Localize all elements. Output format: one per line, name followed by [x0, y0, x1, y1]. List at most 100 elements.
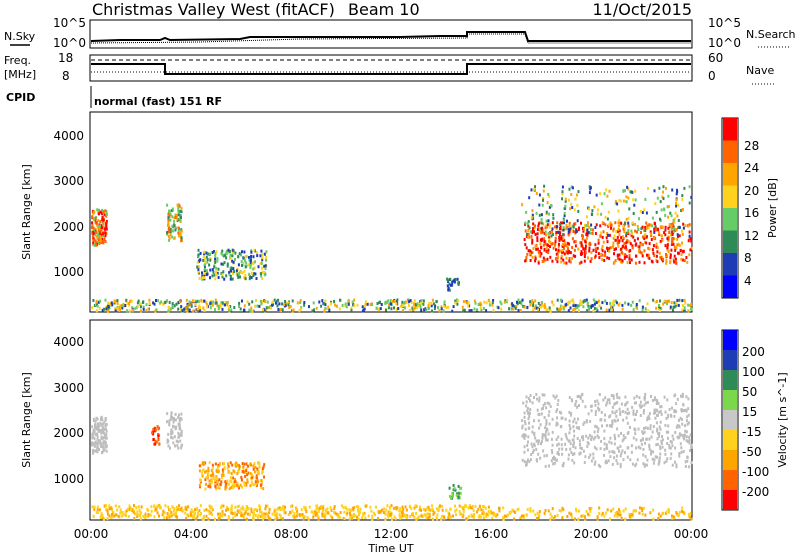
velocity-cell — [496, 513, 499, 517]
velocity-cell — [190, 508, 193, 512]
velocity-cell — [303, 505, 306, 509]
velocity-cell — [561, 447, 564, 451]
power-cell — [670, 222, 673, 226]
power-cell — [632, 308, 635, 312]
velocity-cell — [215, 476, 218, 480]
velocity-cell — [503, 514, 506, 518]
power-cell — [94, 221, 97, 225]
power-cell — [620, 236, 623, 240]
velocity-cell — [264, 516, 267, 520]
power-cell — [660, 208, 663, 212]
velocity-colorbar-swatch — [723, 410, 737, 430]
power-cell — [389, 299, 392, 303]
velocity-cell — [649, 511, 652, 515]
power-cell — [660, 255, 663, 259]
velocity-cell — [559, 425, 562, 429]
power-cell — [378, 307, 381, 311]
velocity-cell — [667, 508, 670, 511]
power-cell — [680, 253, 683, 257]
velocity-cell — [521, 419, 524, 423]
power-cell — [531, 238, 534, 242]
power-cell — [206, 270, 208, 274]
velocity-cell — [230, 472, 233, 476]
power-cell — [663, 299, 666, 303]
noise-panel: N.Sky 10^5 10^0 10^5 10^0 N.Search — [4, 16, 796, 50]
velocity-cell — [322, 512, 325, 516]
power-cell — [574, 240, 577, 244]
velocity-cell — [230, 506, 233, 510]
power-cell — [107, 301, 110, 305]
velocity-cell — [390, 512, 393, 516]
velocity-cell — [528, 460, 531, 464]
velocity-cell — [96, 435, 99, 439]
power-cell — [583, 250, 586, 254]
power-cell — [226, 262, 229, 266]
power-cell — [613, 252, 615, 256]
power-cell — [198, 259, 201, 262]
velocity-cell — [590, 409, 593, 413]
velocity-ytick-1000: 1000 — [53, 472, 84, 486]
power-cell — [206, 258, 209, 262]
power-cell — [588, 306, 591, 310]
power-cell — [281, 308, 284, 312]
velocity-cell — [537, 442, 540, 446]
velocity-cell — [572, 425, 575, 429]
power-cell — [214, 277, 217, 281]
power-cell — [529, 259, 532, 262]
velocity-cell — [260, 485, 263, 489]
power-cell — [203, 276, 206, 279]
velocity-cell — [144, 512, 147, 516]
power-cell — [548, 222, 551, 226]
velocity-cell — [547, 413, 550, 417]
power-cell — [574, 230, 577, 234]
velocity-cell — [232, 476, 235, 480]
velocity-cell — [601, 424, 603, 428]
velocity-cell — [222, 504, 225, 508]
power-cell — [526, 252, 529, 256]
power-cell — [284, 303, 287, 307]
velocity-cell — [678, 432, 681, 436]
power-cell — [558, 237, 561, 240]
power-cell — [580, 250, 583, 254]
power-cell — [264, 309, 267, 313]
power-cell — [579, 252, 582, 256]
velocity-cell — [654, 396, 656, 400]
power-cell — [636, 306, 639, 310]
velocity-cell — [239, 483, 242, 487]
velocity-cell — [312, 512, 315, 516]
power-cell — [637, 249, 640, 253]
velocity-cell — [655, 402, 658, 405]
power-cell — [276, 304, 279, 308]
velocity-cell — [557, 399, 560, 402]
power-cell — [671, 233, 674, 236]
power-cell — [547, 219, 550, 223]
velocity-cell — [642, 506, 645, 510]
power-cell — [96, 237, 99, 241]
velocity-cell — [595, 447, 598, 451]
velocity-cell — [338, 515, 341, 519]
velocity-cell — [687, 440, 690, 444]
power-cell — [611, 306, 614, 310]
power-cell — [119, 308, 121, 312]
power-cell — [568, 257, 571, 260]
power-cell — [102, 234, 105, 238]
power-cell — [211, 251, 214, 254]
power-cell — [350, 308, 353, 312]
velocity-cell — [653, 408, 656, 412]
power-cell — [670, 233, 673, 237]
power-cell — [687, 239, 690, 243]
velocity-cell — [682, 450, 685, 453]
velocity-cell — [330, 508, 333, 512]
power-cell — [132, 308, 134, 312]
power-cell — [578, 304, 581, 308]
power-cell — [234, 257, 236, 261]
power-cell — [538, 228, 541, 232]
velocity-cell — [658, 434, 661, 438]
power-cell — [249, 258, 252, 262]
power-cell — [562, 233, 565, 237]
power-cell — [571, 246, 574, 249]
velocity-cell — [532, 448, 535, 452]
velocity-cell — [447, 516, 450, 520]
velocity-cell — [644, 455, 647, 459]
velocity-cell — [617, 446, 620, 450]
